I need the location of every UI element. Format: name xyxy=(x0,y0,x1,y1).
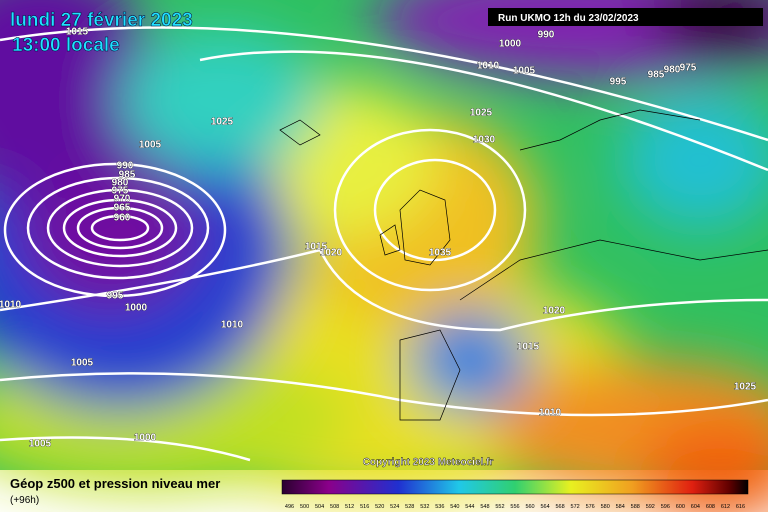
run-label: Run UKMO 12h du 23/02/2023 xyxy=(498,13,639,24)
isobar-label: 1025 xyxy=(470,108,493,119)
isobar-label: 1000 xyxy=(134,433,157,444)
isobar-label: 1005 xyxy=(29,439,52,450)
isobar-label: 1005 xyxy=(71,358,94,369)
isobar-label: 1010 xyxy=(0,300,22,311)
colorbar-label: 616 xyxy=(736,504,745,510)
isobar-label: 965 xyxy=(114,203,131,214)
isobar-label: 1020 xyxy=(543,306,566,317)
colorbar-label: 568 xyxy=(556,504,565,510)
isobar-label: 1010 xyxy=(221,320,244,331)
isobar-label: 1000 xyxy=(499,39,522,50)
colorbar-label: 540 xyxy=(450,504,459,510)
isobar-label: 1020 xyxy=(320,248,343,259)
colorbar-label: 572 xyxy=(571,504,580,510)
isobar-label: 1025 xyxy=(211,117,234,128)
isobar-label: 1030 xyxy=(473,135,496,146)
colorbar-label: 596 xyxy=(661,504,670,510)
isobar-label: 975 xyxy=(680,63,697,74)
colorbar-label: 612 xyxy=(721,504,730,510)
isobar-label: 1000 xyxy=(125,303,148,314)
isobar-label: 980 xyxy=(664,65,681,76)
colorbar-label: 580 xyxy=(601,504,610,510)
date: lundi 27 février 2023 xyxy=(10,10,193,31)
colorbar-label: 576 xyxy=(586,504,595,510)
isobars xyxy=(0,26,768,462)
colorbar-label: 516 xyxy=(360,504,369,510)
colorbar-label: 536 xyxy=(435,504,444,510)
colorbar-label: 532 xyxy=(420,504,429,510)
colorbar-label: 524 xyxy=(390,504,399,510)
isobar-label: 980 xyxy=(112,178,129,189)
coastlines xyxy=(279,109,768,421)
isobar-label: 1005 xyxy=(139,140,162,151)
colorbar-label: 552 xyxy=(495,504,504,510)
isobar-label: 1025 xyxy=(734,382,757,393)
isobar-label: 985 xyxy=(648,70,665,81)
colorbar-label: 564 xyxy=(540,504,549,510)
isobar-label: 1010 xyxy=(477,61,500,72)
colorbar-label: 504 xyxy=(315,504,324,510)
isobar-label: 995 xyxy=(610,77,627,88)
colorbar-label: 584 xyxy=(616,504,625,510)
isobar-label: 1015 xyxy=(305,242,328,253)
colorbar-label: 512 xyxy=(345,504,354,510)
colorbar-label: 560 xyxy=(525,504,534,510)
isobar-label: 995 xyxy=(107,291,124,302)
colorbar-gradient xyxy=(281,479,749,495)
colorbar-label: 604 xyxy=(691,504,700,510)
isobar-label: 960 xyxy=(114,213,131,224)
colorbar-label: 608 xyxy=(706,504,715,510)
colorbar-label: 528 xyxy=(405,504,414,510)
colorbar-label: 548 xyxy=(480,504,489,510)
isobar-label: 985 xyxy=(119,170,136,181)
colorbar-label: 544 xyxy=(465,504,474,510)
isobar-label: 1035 xyxy=(429,248,452,259)
isobar-label: 970 xyxy=(114,194,131,205)
colorbar-label: 600 xyxy=(676,504,685,510)
isobar-label: 1005 xyxy=(513,66,536,77)
isobar-label: 1010 xyxy=(539,408,562,419)
isobar-label: 1015 xyxy=(66,27,89,38)
isobar-label: 975 xyxy=(112,186,129,197)
time: 13:00 locale xyxy=(12,35,120,56)
isobar-label: 990 xyxy=(538,30,555,41)
colorbar-label: 592 xyxy=(646,504,655,510)
colorbar-label: 588 xyxy=(631,504,640,510)
run-box xyxy=(488,8,763,26)
footer-lead: (+96h) xyxy=(10,495,39,506)
colorbar: 496 500 504 508 512 516 520 524 528 532 536 540 544 5… xyxy=(281,479,749,510)
colorbar-label: 500 xyxy=(300,504,309,510)
isobar-label: 1015 xyxy=(517,342,540,353)
colorbar-label: 508 xyxy=(330,504,339,510)
copyright: Copyright 2023 Meteociel.fr xyxy=(363,457,494,468)
isobar-label: 990 xyxy=(117,161,134,172)
footer-title: Géop z500 et pression niveau mer xyxy=(10,476,220,491)
colorbar-label: 556 xyxy=(510,504,519,510)
colorbar-label: 520 xyxy=(375,504,384,510)
colorbar-label: 496 xyxy=(285,504,294,510)
